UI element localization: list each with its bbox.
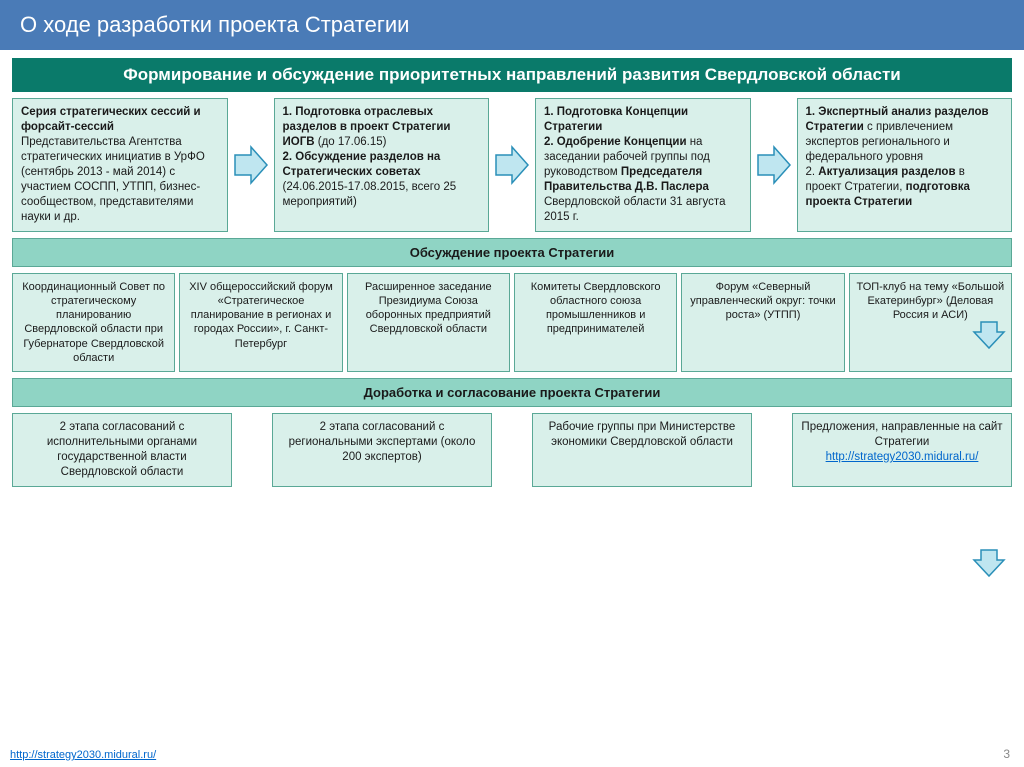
footer-link[interactable]: http://strategy2030.midural.ru/: [10, 749, 156, 761]
final-box-4: Предложения, направленные на сайт Страте…: [792, 413, 1012, 487]
section-header-1: Формирование и обсуждение приоритетных н…: [12, 58, 1012, 92]
discuss-box-4: Комитеты Свердловского областного союза …: [514, 273, 677, 373]
discuss-row: Координационный Совет по стратегическому…: [12, 273, 1012, 373]
discuss-box-2: XIV общероссийский форум «Стратегическое…: [179, 273, 342, 373]
stage-box-1: Серия стратегических сессий и форсайт-се…: [12, 98, 228, 232]
sub-header-2: Обсуждение проекта Стратегии: [12, 238, 1012, 267]
final-box-2: 2 этапа согласований с региональными экс…: [272, 413, 492, 487]
discuss-box-1: Координационный Совет по стратегическому…: [12, 273, 175, 373]
page-title: О ходе разработки проекта Стратегии: [0, 0, 1024, 50]
final-box-1: 2 этапа согласований с исполнительными о…: [12, 413, 232, 487]
final-row: 2 этапа согласований с исполнительными о…: [12, 413, 1012, 487]
arrow-right-3: [755, 98, 793, 232]
arrow-down-2: [972, 548, 1006, 581]
stage-box-3: 1. Подготовка Концепции Стратегии2. Одоб…: [535, 98, 751, 232]
discuss-box-5: Форум «Северный управленческий округ: то…: [681, 273, 844, 373]
arrow-right-1: [232, 98, 270, 232]
stage-row: Серия стратегических сессий и форсайт-се…: [12, 98, 1012, 232]
main-content: Формирование и обсуждение приоритетных н…: [0, 50, 1024, 495]
stage-box-2: 1. Подготовка отраслевых разделов в прое…: [274, 98, 490, 232]
arrow-down-1: [972, 320, 1006, 353]
stage-box-4: 1. Экспертный анализ разделов Стратегии …: [797, 98, 1013, 232]
page-number: 3: [1003, 747, 1010, 761]
arrow-right-2: [493, 98, 531, 232]
discuss-box-3: Расширенное заседание Президиума Союза о…: [347, 273, 510, 373]
final-box-3: Рабочие группы при Министерстве экономик…: [532, 413, 752, 487]
sub-header-3: Доработка и согласование проекта Стратег…: [12, 378, 1012, 407]
